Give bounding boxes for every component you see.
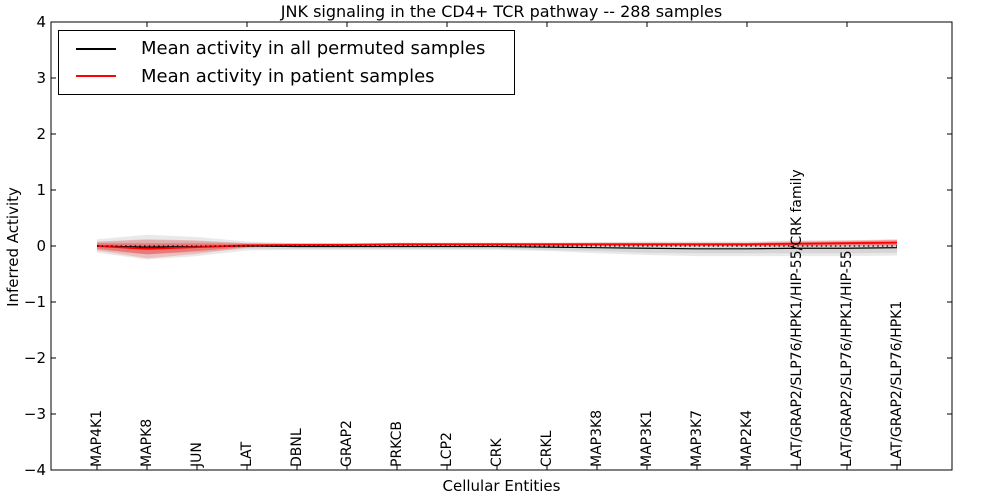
x-tick-label: CRK bbox=[489, 438, 505, 467]
x-tick-label: JUN bbox=[189, 442, 205, 467]
x-tick-label: MAP4K1 bbox=[89, 409, 105, 467]
y-tick-label: 4 bbox=[36, 13, 46, 31]
x-tick-label: LAT/GRAP2/SLP76/HPK1/HIP-55/CRK family bbox=[789, 169, 805, 467]
legend-label: Mean activity in patient samples bbox=[141, 65, 435, 87]
x-tick-label: PRKCB bbox=[389, 421, 405, 467]
y-tick-label: −1 bbox=[23, 293, 46, 311]
x-tick-label: LAT/GRAP2/SLP76/HPK1 bbox=[889, 300, 905, 467]
legend-item-patient: Mean activity in patient samples bbox=[59, 63, 514, 89]
y-tick-label: 3 bbox=[36, 69, 46, 87]
x-tick-label: CRKL bbox=[539, 430, 555, 467]
x-tick-label: LAT/GRAP2/SLP76/HPK1/HIP-55 bbox=[839, 250, 855, 467]
y-tick-label: −4 bbox=[23, 461, 46, 479]
y-tick-label: 0 bbox=[36, 237, 46, 255]
y-tick-label: 1 bbox=[36, 181, 46, 199]
legend: Mean activity in all permuted samples Me… bbox=[58, 30, 515, 95]
y-tick-label: −2 bbox=[23, 349, 46, 367]
patient-mean-line bbox=[96, 241, 898, 250]
y-tick-label: −3 bbox=[23, 405, 46, 423]
legend-line-sample-black bbox=[76, 47, 116, 50]
x-tick-label: LAT bbox=[239, 441, 255, 467]
x-tick-label: MAPK8 bbox=[139, 418, 155, 467]
x-tick-label: GRAP2 bbox=[339, 420, 355, 467]
x-tick-label: DBNL bbox=[289, 428, 305, 467]
legend-label: Mean activity in all permuted samples bbox=[141, 38, 486, 60]
chart-title: JNK signaling in the CD4+ TCR pathway --… bbox=[280, 2, 723, 21]
y-tick-label: 2 bbox=[36, 125, 46, 143]
legend-item-permuted: Mean activity in all permuted samples bbox=[59, 36, 514, 62]
x-tick-label: MAP3K1 bbox=[639, 409, 655, 467]
legend-line-sample-red bbox=[76, 75, 116, 78]
x-tick-label: MAP3K7 bbox=[689, 409, 705, 467]
x-tick-label: LCP2 bbox=[439, 432, 455, 467]
x-axis-label: Cellular Entities bbox=[442, 477, 561, 495]
x-tick-label: MAP2K4 bbox=[739, 409, 755, 467]
x-tick-label: MAP3K8 bbox=[589, 409, 605, 467]
